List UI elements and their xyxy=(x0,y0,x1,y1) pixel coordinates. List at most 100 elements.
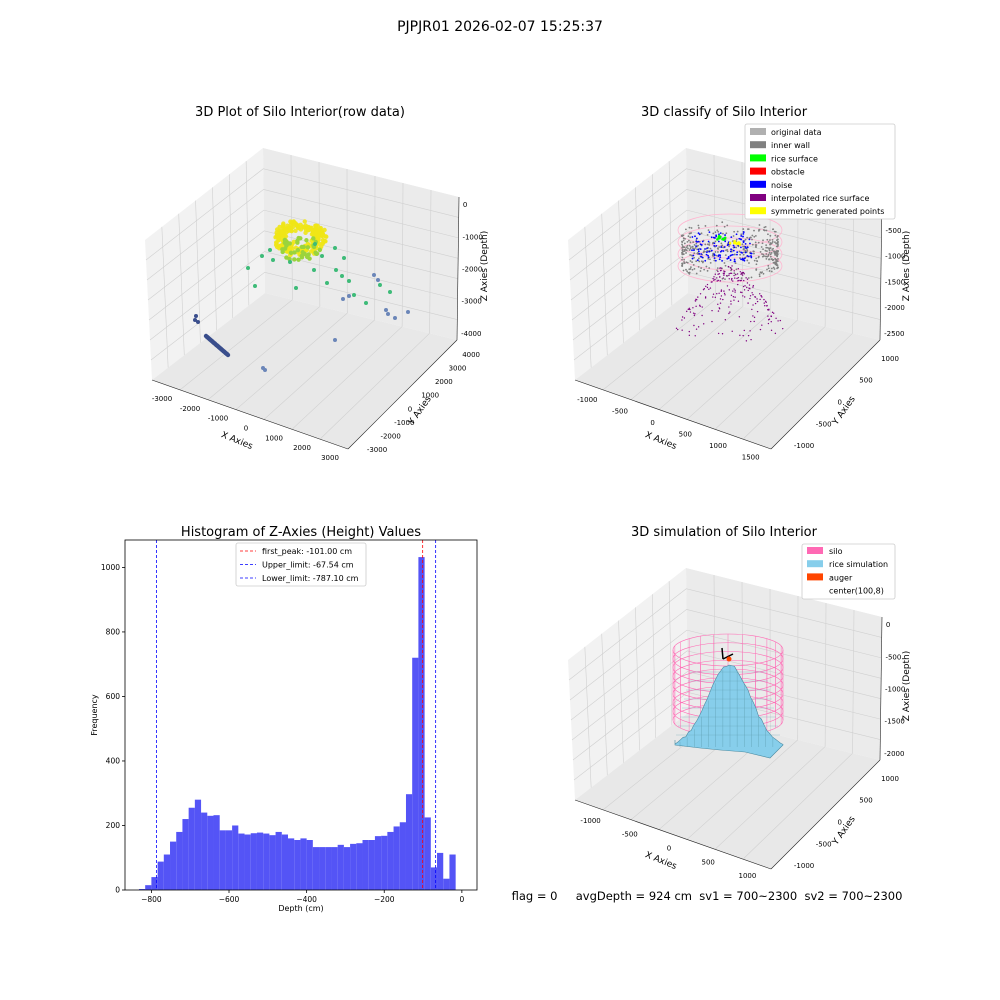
x-tick-label: 0 xyxy=(650,419,654,427)
plot-frame xyxy=(124,539,478,891)
noise-point xyxy=(750,255,753,258)
interpolated-point xyxy=(695,328,698,330)
noise-point xyxy=(714,237,716,239)
noise-point xyxy=(731,253,734,256)
wall-point xyxy=(768,251,771,254)
simulation-x-label: X Axies xyxy=(643,850,678,872)
grid-line xyxy=(571,230,881,321)
wall-point xyxy=(688,239,690,242)
wall-point xyxy=(775,250,778,253)
wall-point xyxy=(688,273,691,275)
interpolated-point xyxy=(695,298,697,301)
wall-point xyxy=(742,253,745,256)
wall-point xyxy=(714,251,717,253)
wall-point xyxy=(690,266,692,268)
raw-point xyxy=(288,260,292,264)
wall-point xyxy=(723,262,726,264)
interpolated-point xyxy=(719,298,722,300)
grid-line xyxy=(319,333,430,440)
wall-point xyxy=(739,253,742,256)
interpolated-point xyxy=(753,316,756,319)
interpolated-point xyxy=(721,333,724,335)
histogram-bar xyxy=(430,867,438,890)
interpolated-point xyxy=(737,276,740,279)
wall-point xyxy=(682,239,685,242)
raw-point xyxy=(273,242,279,248)
interpolated-point xyxy=(738,279,740,282)
wall-point xyxy=(709,261,712,264)
raw-point xyxy=(384,308,388,312)
wall-point xyxy=(682,253,685,256)
wall-point xyxy=(695,272,698,275)
wall-point xyxy=(774,241,776,244)
wall-point xyxy=(772,228,774,231)
auger-shaft xyxy=(721,647,724,660)
wall-point xyxy=(681,256,684,259)
wall-point xyxy=(722,232,724,235)
y-tick-label: 1000 xyxy=(101,563,120,572)
interpolated-point xyxy=(704,297,707,299)
wall-point xyxy=(720,242,723,245)
histogram-bar xyxy=(368,840,375,890)
wall-point xyxy=(769,247,772,249)
wall-point xyxy=(777,258,779,260)
interpolated-point xyxy=(712,277,714,280)
noise-point xyxy=(698,233,701,236)
wall-point xyxy=(681,241,684,243)
raw-point xyxy=(285,223,290,228)
raw-point xyxy=(300,250,305,255)
interpolated-point xyxy=(763,298,765,301)
legend-swatch xyxy=(807,547,823,554)
wall-point xyxy=(750,276,753,279)
legend-swatch xyxy=(750,180,766,188)
noise-point xyxy=(740,246,742,249)
raw-point xyxy=(280,247,285,252)
y-tick-label: -1000 xyxy=(794,862,814,870)
interpolated-point xyxy=(744,285,746,287)
histogram-bar xyxy=(306,840,313,890)
interpolated-point xyxy=(752,294,754,296)
wall-point xyxy=(768,249,771,252)
raw-point xyxy=(301,244,306,250)
auger-point xyxy=(726,656,732,662)
interpolated-point xyxy=(717,273,719,276)
raw-point xyxy=(292,257,297,262)
wall-point xyxy=(693,248,695,250)
legend-label: inner wall xyxy=(771,141,810,150)
interpolated-point xyxy=(752,304,754,306)
wall-point xyxy=(776,264,779,267)
interpolated-point xyxy=(759,293,761,295)
interpolated-point xyxy=(705,285,707,288)
interpolated-point xyxy=(730,279,733,281)
wall-point xyxy=(689,254,692,256)
noise-point xyxy=(700,243,703,246)
interpolated-point xyxy=(711,281,713,283)
figure-title: PJPJR01 2026-02-07 15:25:37 xyxy=(397,19,603,35)
interpolated-point xyxy=(694,313,696,315)
wall-point xyxy=(724,254,727,256)
wall-point xyxy=(754,244,757,246)
z-tick-label: 0 xyxy=(463,201,467,209)
wall-point xyxy=(689,236,692,239)
wall-point xyxy=(681,251,683,254)
interpolated-point xyxy=(712,296,714,298)
interpolated-point xyxy=(742,285,745,288)
noise-point xyxy=(741,251,744,254)
wall-point xyxy=(767,264,770,267)
raw-point xyxy=(196,320,200,324)
x-tick-label: -500 xyxy=(622,831,638,839)
interpolated-point xyxy=(681,329,683,331)
wall-point xyxy=(708,267,711,269)
y-tick-label: 1000 xyxy=(421,392,439,400)
histogram-legend: first_peak: -101.00 cm Upper_limit: -67.5… xyxy=(235,542,367,587)
wall-point xyxy=(686,270,689,273)
wall-point xyxy=(693,256,696,259)
wall-point xyxy=(726,224,729,227)
raw-point xyxy=(317,247,323,253)
wall-point xyxy=(682,237,685,240)
wall-point xyxy=(764,249,767,252)
noise-point xyxy=(707,254,709,257)
legend-swatch xyxy=(750,128,766,135)
noise-point xyxy=(742,240,745,243)
histogram-bar xyxy=(350,843,357,890)
